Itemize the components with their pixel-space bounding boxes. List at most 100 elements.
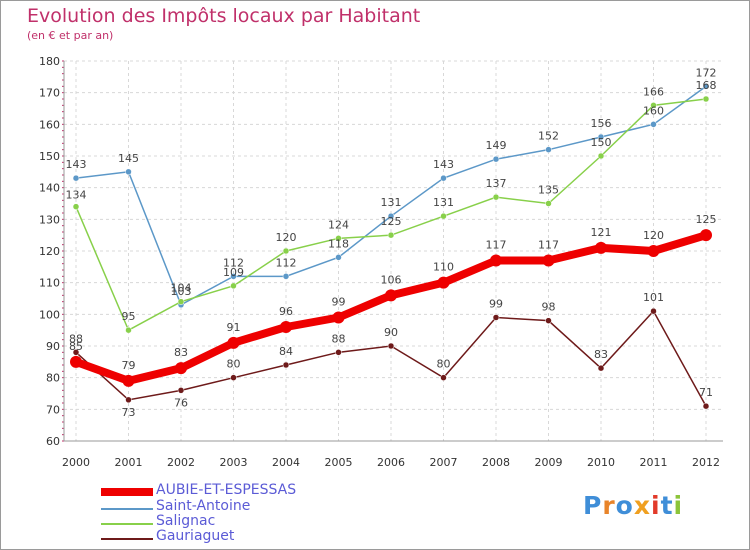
data-point-salignac (335, 235, 342, 242)
data-point-gauriaguet (177, 387, 185, 394)
chart-subtitle: (en € et par an) (27, 29, 114, 42)
data-label-saint-antoine: 156 (591, 117, 612, 130)
data-label-aubie-et-espessas: 110 (433, 261, 454, 274)
data-label-aubie-et-espessas: 85 (69, 340, 83, 353)
data-point-aubie-et-espessas (332, 311, 345, 324)
data-point-aubie-et-espessas (122, 374, 135, 387)
data-label-aubie-et-espessas: 83 (174, 346, 188, 359)
data-point-gauriaguet (492, 314, 500, 321)
data-label-gauriaguet: 99 (489, 298, 503, 311)
legend-swatch-gauriaguet (101, 538, 153, 540)
data-label-salignac: 137 (486, 177, 507, 190)
data-label-salignac: 166 (643, 85, 664, 98)
data-label-saint-antoine: 143 (66, 158, 87, 171)
legend-swatch-aubie (101, 488, 153, 496)
data-label-saint-antoine: 112 (276, 256, 297, 269)
data-label-saint-antoine: 145 (118, 152, 139, 165)
data-label-salignac: 150 (591, 136, 612, 149)
data-point-salignac (72, 203, 80, 210)
data-label-aubie-et-espessas: 121 (591, 226, 612, 239)
data-label-saint-antoine: 160 (643, 104, 664, 117)
data-point-salignac (125, 326, 132, 334)
data-label-aubie-et-espessas: 120 (643, 229, 664, 242)
data-label-gauriaguet: 80 (437, 358, 451, 371)
data-point-gauriaguet (125, 396, 132, 404)
x-tick-label: 2012 (692, 456, 720, 469)
data-label-saint-antoine: 112 (223, 256, 244, 269)
data-point-salignac (702, 95, 710, 103)
proxiti-logo: Proxiti (583, 491, 683, 520)
logo-letter: o (615, 491, 634, 520)
data-point-aubie-et-espessas (280, 321, 292, 333)
data-point-saint-antoine (440, 174, 447, 182)
legend-item-saint-antoine: Saint-Antoine (101, 498, 361, 516)
data-label-salignac: 109 (223, 266, 244, 279)
data-point-aubie-et-espessas (385, 289, 397, 302)
data-label-saint-antoine: 131 (381, 196, 402, 209)
legend-item-gauriaguet: Gauriaguet (101, 528, 361, 546)
data-point-saint-antoine (492, 155, 500, 163)
x-tick-label: 2010 (587, 456, 615, 469)
data-point-aubie-et-espessas (70, 355, 82, 368)
x-tick-label: 2007 (430, 456, 458, 469)
data-label-gauriaguet: 84 (279, 345, 293, 358)
data-label-gauriaguet: 98 (542, 301, 556, 314)
data-label-saint-antoine: 152 (538, 130, 559, 143)
data-label-gauriaguet: 88 (69, 332, 83, 345)
data-label-aubie-et-espessas: 91 (227, 321, 241, 334)
data-point-aubie-et-espessas (647, 245, 660, 257)
data-label-salignac: 168 (696, 79, 717, 92)
data-label-gauriaguet: 80 (227, 358, 241, 371)
data-label-gauriaguet: 73 (122, 406, 136, 419)
data-point-gauriaguet (230, 374, 237, 381)
y-tick-label: 110 (39, 277, 60, 290)
data-point-salignac (282, 247, 290, 255)
y-tick-label: 100 (39, 308, 60, 321)
legend-label-gauriaguet: Gauriaguet (156, 528, 235, 544)
logo-letter: t (660, 491, 674, 520)
data-label-aubie-et-espessas: 99 (332, 296, 346, 309)
data-point-saint-antoine (230, 273, 237, 280)
data-label-saint-antoine: 172 (696, 66, 717, 79)
data-point-aubie-et-espessas (700, 229, 712, 242)
data-point-saint-antoine (72, 174, 80, 182)
y-tick-label: 130 (39, 213, 60, 226)
y-tick-label: 60 (46, 435, 60, 448)
x-tick-label: 2008 (482, 456, 510, 469)
data-label-saint-antoine: 103 (171, 285, 192, 298)
data-label-salignac: 125 (381, 215, 402, 228)
y-tick-label: 120 (39, 245, 60, 258)
logo-letter: i (673, 491, 684, 520)
data-label-gauriaguet: 88 (332, 332, 346, 345)
y-tick-label: 150 (39, 150, 60, 163)
data-label-saint-antoine: 143 (433, 158, 454, 171)
data-point-gauriaguet (545, 317, 552, 324)
data-point-gauriaguet (702, 402, 710, 410)
data-point-aubie-et-espessas (437, 276, 450, 289)
data-label-aubie-et-espessas: 79 (122, 359, 136, 372)
y-tick-label: 180 (39, 55, 60, 68)
y-tick-label: 170 (39, 87, 60, 100)
data-label-gauriaguet: 76 (174, 396, 188, 409)
x-tick-label: 2009 (535, 456, 563, 469)
y-tick-label: 140 (39, 182, 60, 195)
chart-title: Evolution des Impôts locaux par Habitant (27, 5, 421, 27)
data-point-saint-antoine (335, 254, 342, 261)
logo-letter: x (633, 491, 651, 520)
legend-swatch-salignac (101, 523, 153, 525)
data-point-saint-antoine (702, 83, 710, 90)
legend-label-aubie: AUBIE-ET-ESPESSAS (156, 482, 297, 498)
data-point-saint-antoine (282, 273, 290, 280)
data-label-aubie-et-espessas: 106 (381, 273, 402, 286)
data-point-gauriaguet (335, 349, 342, 356)
data-point-gauriaguet (650, 307, 657, 315)
data-point-aubie-et-espessas (542, 254, 555, 267)
data-point-saint-antoine (387, 212, 395, 220)
x-tick-label: 2000 (62, 456, 90, 469)
data-label-gauriaguet: 90 (384, 326, 398, 339)
data-point-gauriaguet (440, 374, 447, 381)
x-tick-label: 2005 (325, 456, 353, 469)
y-tick-label: 80 (46, 372, 60, 385)
